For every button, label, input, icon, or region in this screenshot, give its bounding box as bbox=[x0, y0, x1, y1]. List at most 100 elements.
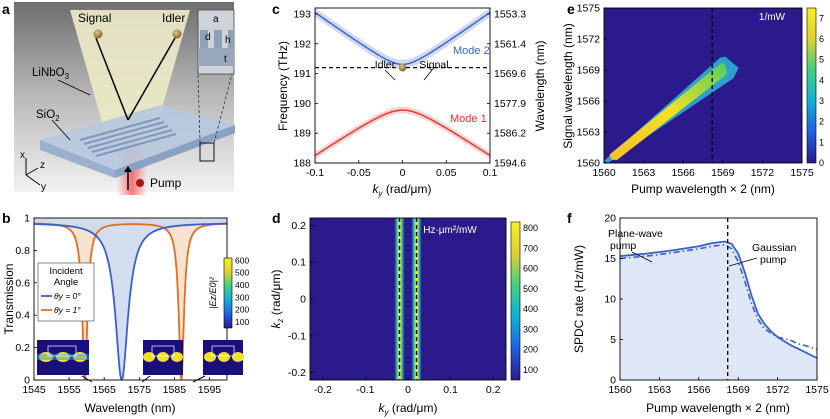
colorbar-b-tick: 500 bbox=[235, 268, 249, 278]
panel-label-f: f bbox=[567, 210, 572, 226]
colorbar-e-tick: 2 bbox=[819, 117, 824, 127]
colorbar-label-e: 1/mW bbox=[759, 12, 786, 23]
series-line-mode1 bbox=[315, 109, 490, 157]
d-ytick-label: 0 bbox=[300, 294, 306, 306]
e-xtick-label: 1575 bbox=[790, 167, 814, 179]
c-ytick-right-label: 1553.3 bbox=[494, 8, 526, 20]
mode2-band bbox=[315, 8, 490, 69]
colorbar-e-tick: 7 bbox=[819, 13, 824, 23]
panel-f-chart: 1560 1563 1566 1569 1572 1575 0 5 10 15 20 Plane-w… bbox=[572, 213, 829, 416]
series-line-theta1 bbox=[34, 222, 227, 380]
colorbar-b-tick: 300 bbox=[235, 292, 249, 302]
field-inset-2 bbox=[143, 340, 183, 375]
f-xtick-label: 1569 bbox=[727, 384, 751, 396]
c-ytick-right-label: 1586.2 bbox=[494, 128, 526, 140]
idler-photon bbox=[172, 29, 182, 39]
d-ytick-label: -0.2 bbox=[288, 367, 306, 379]
c-ytick-label: 189 bbox=[293, 128, 311, 140]
f-xtick-label: 1563 bbox=[648, 384, 672, 396]
f-xtick-label: 1560 bbox=[608, 384, 632, 396]
legend-title-line1: Incident bbox=[49, 266, 83, 277]
e-xtick-label: 1572 bbox=[751, 167, 775, 179]
c-xtick-label: 0 bbox=[400, 167, 406, 179]
colorbar-b-tick: 600 bbox=[235, 255, 249, 265]
axis-triad bbox=[25, 158, 41, 186]
colorbar-d-tick: 500 bbox=[523, 284, 538, 294]
c-ytick-right-label: 1569.6 bbox=[494, 68, 526, 80]
panel-b-chart: 1545 1555 1565 1575 1585 1595 0 0.2 0.4 0.6 0.8 1 W… bbox=[2, 213, 249, 416]
f-xtick-label: 1575 bbox=[805, 384, 829, 396]
colorbar-e-tick: 1 bbox=[819, 137, 824, 147]
plot-frame-e bbox=[603, 7, 803, 164]
colorbar-e-tick: 6 bbox=[819, 34, 824, 44]
diagonal-inner bbox=[609, 62, 727, 160]
y-axis-label-f: SPDC rate (Hz/mW) bbox=[572, 245, 586, 353]
f-ytick-label: 0 bbox=[610, 375, 616, 387]
series-line-plane-wave bbox=[620, 243, 817, 350]
colorbar-d-tick: 100 bbox=[523, 365, 538, 375]
colorbar-b-tick: 400 bbox=[235, 280, 249, 290]
panel-c-chart: -0.1 -0.05 0 0.05 0.1 188 189 190 191 192 193 1553.… bbox=[276, 7, 547, 198]
f-xtick-label: 1572 bbox=[766, 384, 790, 396]
d-xtick-label: 0.2 bbox=[486, 384, 501, 396]
annotation-mode1: Mode 1 bbox=[450, 113, 487, 125]
b-ytick-label: 0 bbox=[24, 375, 30, 387]
b-xtick-label: 1585 bbox=[163, 384, 187, 396]
b-ytick-label: 1 bbox=[24, 213, 30, 225]
d-ytick-label: -0.1 bbox=[288, 330, 306, 342]
c-ytick-right-label: 1577.9 bbox=[494, 98, 526, 110]
colorbar-e-tick: 4 bbox=[819, 75, 824, 85]
e-xtick-label: 1569 bbox=[711, 167, 735, 179]
f-ytick-label: 20 bbox=[604, 213, 616, 225]
legend-entry-theta0: θy = 0° bbox=[54, 291, 81, 301]
series-line-theta0 bbox=[34, 222, 227, 380]
panel-label-d: d bbox=[272, 210, 281, 226]
legend-title-line2: Angle bbox=[54, 277, 78, 288]
b-xtick-label: 1545 bbox=[22, 384, 46, 396]
e-xtick-label: 1560 bbox=[592, 167, 616, 179]
b-ytick-label: 0.4 bbox=[15, 310, 30, 322]
e-xtick-label: 1566 bbox=[672, 167, 696, 179]
grating bbox=[79, 117, 177, 157]
colorbar-b-tick: 100 bbox=[235, 317, 249, 327]
colorbar-d-tick: 200 bbox=[523, 345, 538, 355]
colorbar-e-tick: 3 bbox=[819, 96, 824, 106]
series-line-gaussian bbox=[620, 240, 817, 359]
annotation-signal: Signal bbox=[419, 59, 448, 71]
b-xtick-label: 1565 bbox=[93, 384, 117, 396]
f-ytick-label: 10 bbox=[604, 294, 616, 306]
panel-label-e: e bbox=[567, 1, 575, 17]
axis-z-label: z bbox=[40, 160, 45, 171]
b-ytick-label: 0.6 bbox=[15, 277, 30, 289]
idler-label: Idler bbox=[162, 11, 185, 25]
blue-fill bbox=[34, 218, 227, 380]
sio2-label: SiO2 bbox=[36, 109, 60, 123]
e-ytick-label: 1566 bbox=[577, 96, 601, 108]
d-xtick-label: 0 bbox=[405, 384, 411, 396]
f-xtick-label: 1566 bbox=[687, 384, 711, 396]
signal-point bbox=[398, 63, 407, 72]
annotation-gaussian-2: pump bbox=[760, 254, 786, 266]
inset-a-label: a bbox=[213, 14, 219, 25]
legend-b bbox=[37, 262, 95, 322]
colorbar-b-tick: 200 bbox=[235, 305, 249, 315]
axis-y-label: y bbox=[41, 182, 46, 193]
annotation-mode2: Mode 2 bbox=[453, 45, 490, 57]
x-axis-label-e: Pump wavelength × 2 (nm) bbox=[631, 182, 775, 196]
field-inset-3 bbox=[203, 340, 244, 375]
pump-photon bbox=[136, 179, 144, 187]
y-axis-label-c: Frequency (THz) bbox=[276, 41, 290, 131]
colorbar-e-tick: 5 bbox=[819, 55, 824, 65]
c-ytick-label: 191 bbox=[293, 68, 311, 80]
colorbar-d-tick: 800 bbox=[523, 223, 538, 233]
y-axis-label-b: Transmission bbox=[2, 264, 16, 335]
inset-t-label: t bbox=[224, 54, 227, 65]
annotation-plane-wave-1: Plane-wave bbox=[608, 228, 663, 240]
b-xtick-label: 1575 bbox=[128, 384, 152, 396]
c-xtick-label: -0.05 bbox=[347, 167, 371, 179]
panel-label-c: c bbox=[272, 1, 280, 17]
panel-label-b: b bbox=[2, 210, 11, 226]
b-ytick-label: 0.8 bbox=[15, 245, 30, 257]
colorbar-e bbox=[806, 7, 817, 164]
